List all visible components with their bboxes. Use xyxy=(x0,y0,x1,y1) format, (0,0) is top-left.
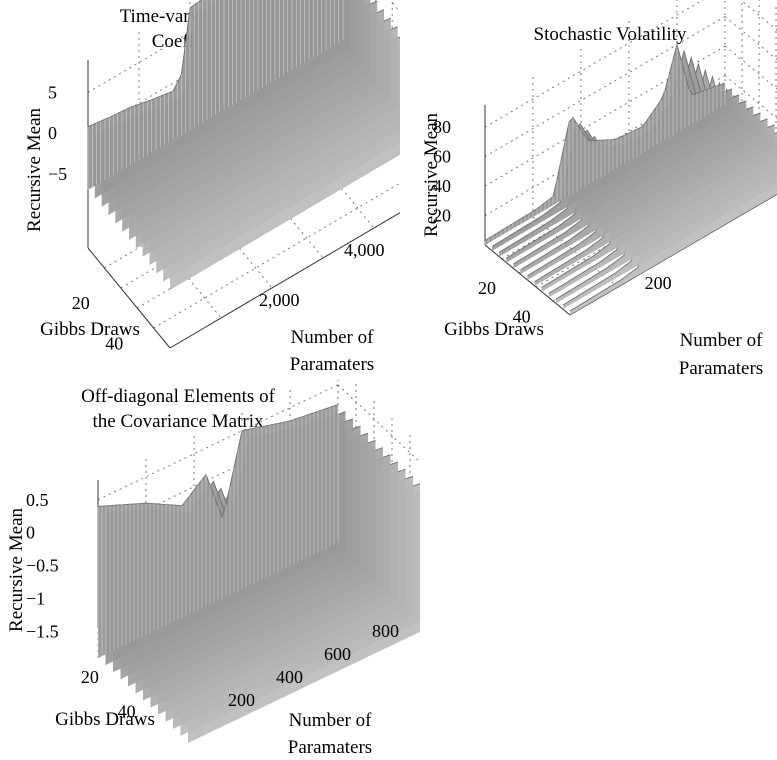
z-tick-label: −0.5 xyxy=(26,556,59,576)
chart-title: Stochastic Volatility xyxy=(534,24,687,45)
z-tick-label: 40 xyxy=(433,176,451,196)
z-axis-label-line-1: Number of xyxy=(291,327,375,348)
x-axis-label: Gibbs Draws xyxy=(40,319,140,340)
z-axis-label-line-2: Paramaters xyxy=(288,737,372,758)
x-tick-label: 40 xyxy=(105,334,123,354)
x-axis-line xyxy=(87,247,171,349)
chart-stochastic-volatility: Stochastic Volatility Recursive Mean Gib… xyxy=(421,0,777,379)
x-tick-label: 20 xyxy=(478,278,496,298)
panel-stochastic-volatility: Stochastic Volatility Recursive Mean Gib… xyxy=(400,0,777,380)
tick-labels: 0.50−0.5−1−1.520402004006008001,000 xyxy=(26,490,399,722)
y-tick-label: 4,000 xyxy=(344,240,385,260)
chart-covariance-off-diagonal: Off-diagonal Elements of the Covariance … xyxy=(6,380,420,758)
z-tick-label: −1 xyxy=(26,589,45,609)
chart-svar-coefficients: Time-varying SVAR Coefficients Recursive… xyxy=(24,0,400,375)
z-tick-label: 0 xyxy=(26,523,35,543)
z-tick-label: 0 xyxy=(48,123,57,143)
panel-covariance-off-diagonal: Off-diagonal Elements of the Covariance … xyxy=(0,380,420,760)
y-tick-label: 200 xyxy=(228,690,255,710)
z-tick-label: 0.5 xyxy=(26,490,49,510)
z-axis-label-line-2: Paramaters xyxy=(679,358,763,379)
wall-grid-line xyxy=(739,0,777,31)
z-tick-label: 5 xyxy=(48,83,57,103)
z-tick-label: −1.5 xyxy=(26,622,59,642)
z-tick-label: −5 xyxy=(48,164,67,184)
z-tick-label: 80 xyxy=(433,117,451,137)
wall-grid-line xyxy=(484,0,704,128)
x-tick-label: 40 xyxy=(513,307,531,327)
z-axis-label-line-1: Number of xyxy=(680,330,764,351)
wall-grid-line xyxy=(97,417,339,534)
y-tick-label: 600 xyxy=(324,644,351,664)
y-tick-label: 800 xyxy=(372,621,399,641)
x-tick-label: 20 xyxy=(81,667,99,687)
z-axis-label-line-2: Paramaters xyxy=(290,354,374,375)
surface xyxy=(97,404,420,743)
floor-grid-line xyxy=(153,182,400,329)
wall-grid-line xyxy=(87,0,247,93)
wall-grid-line xyxy=(337,384,420,463)
z-tick-label: 20 xyxy=(433,206,451,226)
z-tick-label: 60 xyxy=(433,147,451,167)
y-tick-label: 200 xyxy=(645,273,672,293)
wall-grid-line xyxy=(724,16,777,61)
surface-slice-edge xyxy=(87,0,202,128)
y-axis-line xyxy=(169,212,400,349)
surface xyxy=(87,0,400,290)
y-tick-label: 2,000 xyxy=(259,290,300,310)
x-axis-label: Gibbs Draws xyxy=(444,319,544,340)
y-axis-label: Recursive Mean xyxy=(6,508,27,632)
y-axis-label: Recursive Mean xyxy=(24,108,45,232)
wall-grid-line xyxy=(484,45,726,187)
surface xyxy=(484,42,777,315)
tick-labels: 204060802040200600 xyxy=(433,117,672,327)
wall-grid-line xyxy=(484,16,726,158)
x-tick-label: 40 xyxy=(118,702,136,722)
z-axis-label-line-1: Number of xyxy=(289,710,373,731)
chart-title-line-2: the Covariance Matrix xyxy=(93,411,264,432)
wall-grid-line xyxy=(97,384,339,501)
y-tick-label: 400 xyxy=(276,667,303,687)
x-axis-label: Gibbs Draws xyxy=(55,709,155,730)
wall-grid-line xyxy=(724,75,777,119)
wall-grid-line xyxy=(724,45,777,90)
panel-svar-coefficients: Time-varying SVAR Coefficients Recursive… xyxy=(0,0,400,380)
y-axis-label: Recursive Mean xyxy=(421,113,442,237)
chart-title-line-1: Off-diagonal Elements of xyxy=(81,386,275,407)
x-tick-label: 20 xyxy=(72,293,90,313)
